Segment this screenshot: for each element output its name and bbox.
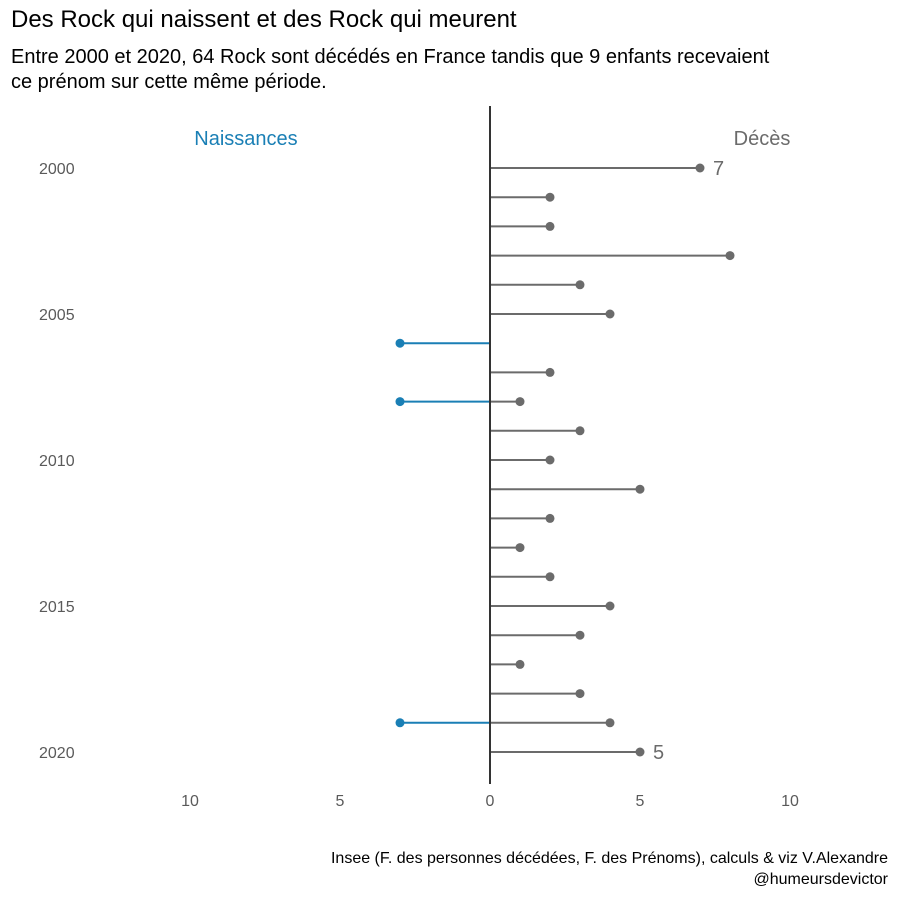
naissances-point <box>395 397 405 407</box>
series-label-naissances: Naissances <box>194 128 297 150</box>
x-tick-label: 10 <box>181 793 199 810</box>
deces-point <box>635 484 645 494</box>
x-axis-ticks: 10 5 0 5 10 <box>181 793 799 810</box>
naissances-point <box>395 718 405 728</box>
value-annotation: 7 <box>713 158 724 180</box>
deces-point <box>605 309 615 319</box>
y-tick-label: 2015 <box>39 599 75 616</box>
deces-point <box>545 455 555 465</box>
deces-point <box>575 280 585 290</box>
deces-point <box>515 543 525 553</box>
y-tick-label: 2000 <box>39 161 75 178</box>
y-tick-label: 2020 <box>39 745 75 762</box>
deces-point <box>575 630 585 640</box>
chart-marks: 75 <box>395 158 735 764</box>
chart-title: Des Rock qui naissent et des Rock qui me… <box>11 6 517 33</box>
deces-point <box>725 251 735 261</box>
deces-point <box>545 572 555 582</box>
y-axis-ticks: 2000 2005 2010 2015 2020 <box>39 161 75 762</box>
deces-point <box>515 659 525 669</box>
value-annotation: 5 <box>653 742 664 764</box>
deces-point <box>545 513 555 523</box>
x-tick-label: 5 <box>636 793 645 810</box>
y-tick-label: 2010 <box>39 453 75 470</box>
y-tick-label: 2005 <box>39 307 75 324</box>
chart-subtitle: Entre 2000 et 2020, 64 Rock sont décédés… <box>11 46 770 93</box>
x-tick-label: 0 <box>486 793 495 810</box>
naissances-point <box>395 338 405 348</box>
deces-point <box>515 397 525 407</box>
chart-caption: Insee (F. des personnes décédées, F. des… <box>330 850 888 888</box>
x-tick-label: 10 <box>781 793 799 810</box>
deces-point <box>695 163 705 173</box>
x-tick-label: 5 <box>336 793 345 810</box>
deces-point <box>635 747 645 757</box>
deces-point <box>545 221 555 231</box>
deces-point <box>545 367 555 377</box>
deces-point <box>605 718 615 728</box>
deces-point <box>575 689 585 699</box>
series-label-deces: Décès <box>734 128 791 150</box>
deces-point <box>605 601 615 611</box>
deces-point <box>575 426 585 436</box>
deces-point <box>545 192 555 202</box>
